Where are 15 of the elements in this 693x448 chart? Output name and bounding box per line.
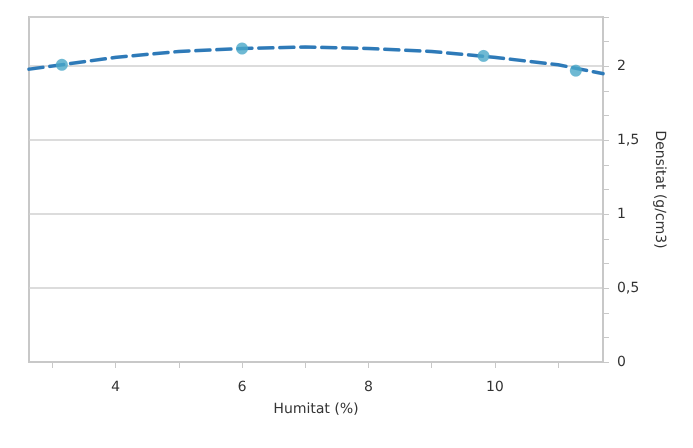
x-tick-label: 4 <box>111 379 120 395</box>
y-tick-label: 0,5 <box>617 280 640 296</box>
point <box>478 50 490 62</box>
y-tick-label: 0 <box>617 354 626 370</box>
point <box>236 42 248 54</box>
y-tick-label: 1,5 <box>617 132 640 148</box>
y-tick-label: 2 <box>617 58 626 74</box>
x-tick-label: 8 <box>364 379 373 395</box>
x-axis-title: Humitat (%) <box>273 401 359 417</box>
x-tick-label: 10 <box>486 379 504 395</box>
x-tick-label: 6 <box>238 379 247 395</box>
y-axis-title: Densitat (g/cm3) <box>652 130 668 249</box>
point <box>570 64 582 77</box>
point <box>56 58 68 71</box>
y-tick-label: 1 <box>617 206 626 222</box>
